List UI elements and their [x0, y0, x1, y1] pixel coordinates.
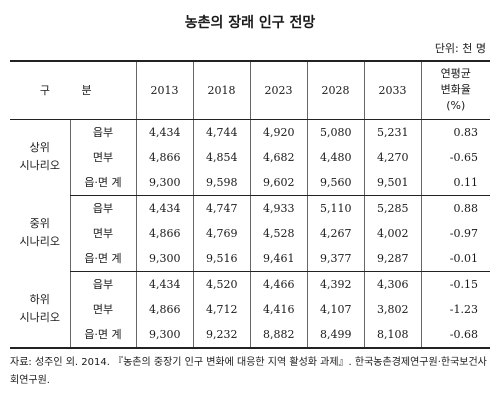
rate-cell: -0.15 — [421, 271, 490, 297]
rate-cell: 0.83 — [421, 119, 490, 145]
value-cell: 9,300 — [136, 170, 193, 196]
value-cell: 4,434 — [136, 119, 193, 145]
source-note: 자료: 성주인 외. 2014. 『농촌의 중장기 인구 변화에 대응한 지역 … — [10, 354, 492, 390]
value-cell: 4,002 — [364, 221, 421, 246]
value-cell: 4,866 — [136, 145, 193, 170]
table-row: 중위 시나리오 읍부 4,434 4,747 4,933 5,110 5,285 0.88 — [10, 195, 490, 221]
value-cell: 3,802 — [364, 297, 421, 322]
rate-cell: -0.01 — [421, 246, 490, 272]
value-cell: 4,528 — [250, 221, 307, 246]
value-cell: 5,080 — [307, 119, 364, 145]
value-cell: 4,306 — [364, 271, 421, 297]
value-cell: 4,747 — [193, 195, 250, 221]
rate-cell: -0.97 — [421, 221, 490, 246]
table-title: 농촌의 장래 인구 전망 — [0, 12, 500, 32]
value-cell: 9,300 — [136, 246, 193, 272]
value-cell: 4,520 — [193, 271, 250, 297]
value-cell: 9,300 — [136, 322, 193, 348]
value-cell: 4,682 — [250, 145, 307, 170]
value-cell: 4,107 — [307, 297, 364, 322]
row-label: 면부 — [70, 297, 136, 322]
rate-cell: 0.11 — [421, 170, 490, 196]
value-cell: 8,108 — [364, 322, 421, 348]
value-cell: 4,712 — [193, 297, 250, 322]
value-cell: 4,267 — [307, 221, 364, 246]
value-cell: 9,377 — [307, 246, 364, 272]
row-label: 읍부 — [70, 271, 136, 297]
value-cell: 9,516 — [193, 246, 250, 272]
value-cell: 4,744 — [193, 119, 250, 145]
value-cell: 4,392 — [307, 271, 364, 297]
scenario-label: 하위 시나리오 — [10, 271, 70, 348]
value-cell: 9,598 — [193, 170, 250, 196]
value-cell: 4,769 — [193, 221, 250, 246]
value-cell: 9,287 — [364, 246, 421, 272]
value-cell: 4,416 — [250, 297, 307, 322]
table-row: 면부 4,866 4,854 4,682 4,480 4,270 -0.65 — [10, 145, 490, 170]
value-cell: 4,480 — [307, 145, 364, 170]
table-row: 면부 4,866 4,769 4,528 4,267 4,002 -0.97 — [10, 221, 490, 246]
value-cell: 9,232 — [193, 322, 250, 348]
table-row: 상위 시나리오 읍부 4,434 4,744 4,920 5,080 5,231 0.83 — [10, 119, 490, 145]
header-year: 2033 — [364, 61, 421, 119]
value-cell: 9,461 — [250, 246, 307, 272]
value-cell: 4,270 — [364, 145, 421, 170]
row-label: 읍부 — [70, 119, 136, 145]
header-year: 2013 — [136, 61, 193, 119]
rate-cell: 0.88 — [421, 195, 490, 221]
value-cell: 4,434 — [136, 195, 193, 221]
header-row: 구 분 2013 2018 2023 2028 2033 연평균 변화율 (%) — [10, 61, 490, 119]
value-cell: 4,854 — [193, 145, 250, 170]
scenario-label: 중위 시나리오 — [10, 195, 70, 271]
value-cell: 4,866 — [136, 221, 193, 246]
row-label: 읍·면 계 — [70, 322, 136, 348]
header-group: 구 분 — [10, 61, 136, 119]
value-cell: 9,560 — [307, 170, 364, 196]
header-year: 2018 — [193, 61, 250, 119]
value-cell: 4,933 — [250, 195, 307, 221]
row-label: 면부 — [70, 221, 136, 246]
value-cell: 4,866 — [136, 297, 193, 322]
table-row: 읍·면 계 9,300 9,598 9,602 9,560 9,501 0.11 — [10, 170, 490, 196]
table-row: 면부 4,866 4,712 4,416 4,107 3,802 -1.23 — [10, 297, 490, 322]
population-table: 구 분 2013 2018 2023 2028 2033 연평균 변화율 (%)… — [10, 60, 490, 349]
table-row: 읍·면 계 9,300 9,232 8,882 8,499 8,108 -0.68 — [10, 322, 490, 348]
row-label: 면부 — [70, 145, 136, 170]
row-label: 읍부 — [70, 195, 136, 221]
value-cell: 5,231 — [364, 119, 421, 145]
rate-cell: -0.65 — [421, 145, 490, 170]
rate-cell: -0.68 — [421, 322, 490, 348]
value-cell: 5,110 — [307, 195, 364, 221]
unit-label: 단위: 천 명 — [435, 40, 486, 56]
value-cell: 8,882 — [250, 322, 307, 348]
value-cell: 5,285 — [364, 195, 421, 221]
value-cell: 8,499 — [307, 322, 364, 348]
table-row: 하위 시나리오 읍부 4,434 4,520 4,466 4,392 4,306 -0.15 — [10, 271, 490, 297]
value-cell: 4,466 — [250, 271, 307, 297]
rate-cell: -1.23 — [421, 297, 490, 322]
scenario-label: 상위 시나리오 — [10, 119, 70, 195]
value-cell: 9,602 — [250, 170, 307, 196]
row-label: 읍·면 계 — [70, 170, 136, 196]
table-row: 읍·면 계 9,300 9,516 9,461 9,377 9,287 -0.01 — [10, 246, 490, 272]
value-cell: 9,501 — [364, 170, 421, 196]
value-cell: 4,434 — [136, 271, 193, 297]
header-year: 2023 — [250, 61, 307, 119]
row-label: 읍·면 계 — [70, 246, 136, 272]
header-year: 2028 — [307, 61, 364, 119]
header-rate: 연평균 변화율 (%) — [421, 61, 490, 119]
value-cell: 4,920 — [250, 119, 307, 145]
